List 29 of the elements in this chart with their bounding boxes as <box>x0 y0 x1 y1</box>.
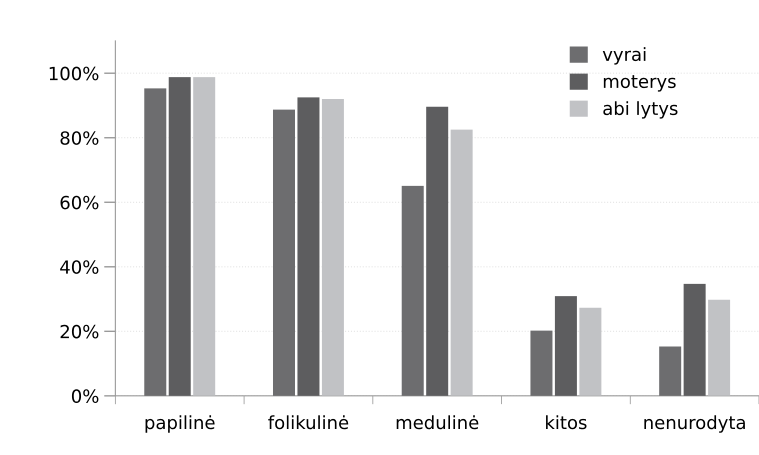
bar <box>659 346 682 396</box>
bar <box>554 296 577 396</box>
y-tick-label: 80% <box>60 131 98 145</box>
bar <box>530 330 552 396</box>
bar <box>684 284 706 396</box>
bar <box>297 97 320 396</box>
x-tick-label: kitos <box>546 415 587 430</box>
bar <box>168 77 191 396</box>
x-tick-label: nenurodyta <box>644 415 745 433</box>
x-tick-label: papilinė <box>146 415 215 433</box>
legend-label: abi lytys <box>603 101 678 119</box>
legend-label: moterys <box>604 75 676 92</box>
bar <box>193 77 216 396</box>
bar <box>144 88 166 396</box>
x-tick-label: medulinė <box>396 415 478 430</box>
legend-label: vyrai <box>602 47 646 65</box>
bar <box>579 308 602 396</box>
bar <box>272 110 296 396</box>
y-tick-label: 100% <box>50 66 98 80</box>
bar <box>426 106 448 396</box>
bar <box>450 130 473 396</box>
y-tick-label: 20% <box>60 324 98 338</box>
bar <box>402 186 424 396</box>
x-tick-label: folikulinė <box>268 415 348 430</box>
bar <box>708 300 730 396</box>
y-tick-label: 60% <box>60 196 98 210</box>
bar <box>322 99 344 396</box>
y-tick-label: 40% <box>60 260 98 274</box>
y-tick-label: 0% <box>72 389 98 403</box>
